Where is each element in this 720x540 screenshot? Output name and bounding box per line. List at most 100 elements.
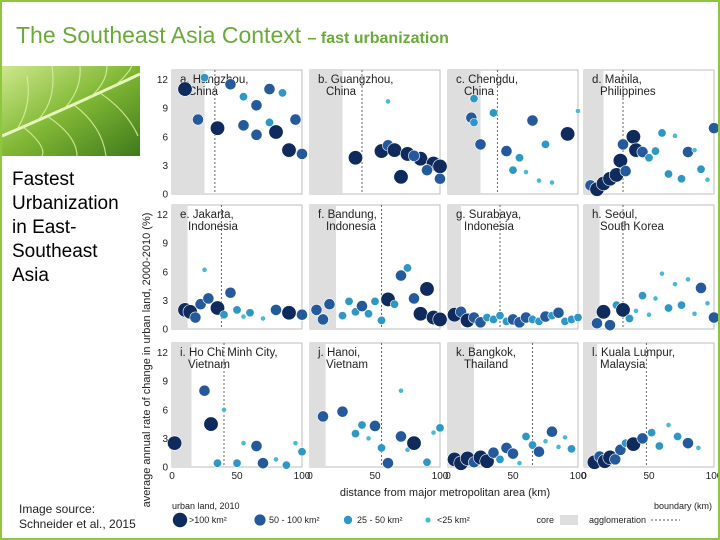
legend-core-label: core [536, 515, 554, 525]
data-point [488, 108, 498, 118]
data-point [604, 319, 616, 332]
data-point [201, 266, 208, 273]
data-point [260, 315, 266, 322]
data-point [177, 81, 193, 97]
data-point [560, 126, 576, 142]
legend-core-swatch [560, 515, 578, 525]
data-point [297, 447, 307, 457]
x-tick-label: 0 [307, 471, 313, 482]
scatter-panel: k. Bangkok, Thailand 0 50 100 [445, 342, 587, 482]
panel-label-line: l. Kuala Lumpur, [592, 347, 675, 359]
panel-label-line: k. Bangkok, [456, 347, 516, 359]
data-point [289, 113, 302, 126]
data-point [549, 179, 555, 186]
data-point [609, 453, 622, 466]
panel-label-line: e. Jakarta, [180, 209, 234, 221]
panel-label: d. Manila, Philippines [592, 74, 656, 98]
data-point [625, 129, 641, 145]
data-point [432, 311, 448, 327]
data-point [591, 317, 603, 330]
data-point [351, 429, 361, 439]
scatter-panel: c. Chengdu, China [447, 69, 581, 195]
data-point [213, 458, 223, 468]
data-point [192, 113, 204, 126]
panel-label-line: Philippines [600, 86, 656, 98]
x-tick-label: 50 [643, 471, 655, 482]
panel-label: f. Bandung, Indonesia [318, 209, 377, 233]
data-point [395, 430, 407, 443]
data-point [663, 303, 673, 313]
panel-label: b. Guangzhou, China [318, 74, 393, 98]
y-tick-label: 6 [162, 132, 168, 143]
panel-label-line: b. Guangzhou, [318, 74, 393, 86]
data-point [385, 98, 391, 105]
x-tick-label: 50 [507, 471, 519, 482]
data-point [364, 309, 374, 319]
data-point [508, 165, 518, 175]
scatter-panel: g. Surabaya, Indonesia [446, 204, 583, 330]
core-shading [172, 205, 188, 329]
data-point [382, 457, 394, 470]
data-point [633, 307, 639, 314]
data-point [691, 310, 698, 317]
data-point [167, 435, 183, 451]
panel-label: e. Jakarta, Indonesia [180, 209, 238, 233]
data-point [237, 119, 250, 132]
y-tick-label: 12 [157, 210, 169, 221]
legend-title: urban land, 2010 [172, 501, 240, 511]
data-point [695, 445, 702, 451]
data-point [647, 428, 657, 438]
data-point [566, 444, 576, 454]
data-point [682, 146, 694, 158]
x-tick-label: 0 [445, 471, 451, 482]
x-tick-label: 100 [706, 471, 718, 482]
data-point [402, 263, 412, 273]
core-shading [310, 343, 326, 467]
data-point [356, 300, 368, 313]
data-point [317, 410, 329, 423]
title-main: The Southeast Asia Context [16, 22, 302, 48]
panel-label-line: g. Surabaya, [456, 209, 521, 221]
scatter-panel: d. Manila, Philippines [583, 69, 718, 197]
panel-label-line: f. Bandung, [318, 209, 377, 221]
slide-title: The Southeast Asia Context – fast urbani… [16, 22, 449, 49]
panel-label: k. Bangkok, Thailand [456, 347, 516, 371]
data-point [555, 444, 562, 450]
data-point [240, 313, 247, 320]
data-point [412, 306, 428, 322]
panel-label-line: c. Chengdu, [456, 74, 518, 86]
y-tick-label: 9 [162, 239, 168, 250]
panel-label-line: China [464, 86, 495, 98]
legend-swatch [343, 515, 353, 525]
scatter-panel: f. Bandung, Indonesia [309, 204, 448, 330]
core-shading [584, 70, 604, 194]
y-tick-label: 9 [162, 104, 168, 115]
scatter-panel: h. Seoul, South Korea [583, 204, 718, 332]
data-point [370, 296, 380, 306]
data-point [527, 440, 537, 450]
panel-label-line: China [188, 86, 219, 98]
data-point [292, 440, 299, 447]
data-point [393, 169, 409, 185]
x-tick-label: 100 [294, 471, 311, 482]
data-point [296, 308, 308, 321]
y-tick-label: 9 [162, 377, 168, 388]
data-point [704, 176, 711, 183]
data-point [533, 445, 545, 458]
data-point [240, 440, 247, 447]
legend-swatch [172, 512, 188, 528]
source-line: Image source: [19, 502, 96, 516]
data-point [540, 139, 550, 149]
core-shading [310, 70, 343, 194]
core-shading [584, 343, 597, 467]
data-point [487, 446, 500, 459]
panel-label-line: i. Ho Chi Minh City, [180, 347, 278, 359]
data-point [469, 94, 479, 104]
data-point [310, 304, 323, 316]
source-line: Schneider et al., 2015 [19, 517, 136, 531]
panel-label-line: Thailand [464, 359, 508, 371]
data-point [210, 120, 226, 136]
data-point [419, 281, 435, 297]
y-tick-label: 3 [162, 434, 168, 445]
data-point [232, 458, 242, 468]
